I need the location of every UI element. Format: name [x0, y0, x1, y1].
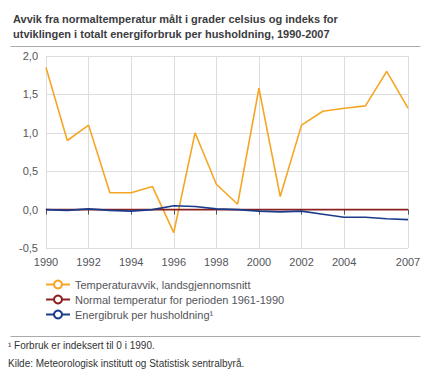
svg-text:1996: 1996 [162, 256, 186, 268]
svg-text:-0,5: -0,5 [19, 242, 38, 254]
svg-text:Kilde: Meteorologisk institutt: Kilde: Meteorologisk institutt og Statis… [8, 358, 244, 369]
svg-text:1,0: 1,0 [23, 127, 38, 139]
svg-text:Energibruk per husholdning¹: Energibruk per husholdning¹ [75, 309, 214, 321]
svg-text:1994: 1994 [119, 256, 143, 268]
svg-text:¹ Forbruk er indeksert til 0 i: ¹ Forbruk er indeksert til 0 i 1990. [8, 340, 155, 351]
svg-text:Temperaturavvik, landsgjennoms: Temperaturavvik, landsgjennomsnitt [75, 279, 250, 291]
svg-text:Normal temperatur for perioden: Normal temperatur for perioden 1961-1990 [75, 294, 284, 306]
svg-text:0,5: 0,5 [23, 165, 38, 177]
svg-text:2002: 2002 [289, 256, 313, 268]
svg-text:2,0: 2,0 [23, 50, 38, 62]
svg-text:1,5: 1,5 [23, 88, 38, 100]
svg-text:1990: 1990 [34, 256, 58, 268]
svg-text:1992: 1992 [76, 256, 100, 268]
svg-text:0,0: 0,0 [23, 204, 38, 216]
svg-text:2004: 2004 [332, 256, 356, 268]
svg-text:1998: 1998 [204, 256, 228, 268]
svg-text:2000: 2000 [247, 256, 271, 268]
svg-text:Avvik fra normaltemperatur mål: Avvik fra normaltemperatur målt i grader… [13, 13, 339, 25]
svg-text:2007: 2007 [396, 256, 420, 268]
svg-text:utviklingen i totalt energifor: utviklingen i totalt energiforbruk per h… [13, 28, 330, 40]
